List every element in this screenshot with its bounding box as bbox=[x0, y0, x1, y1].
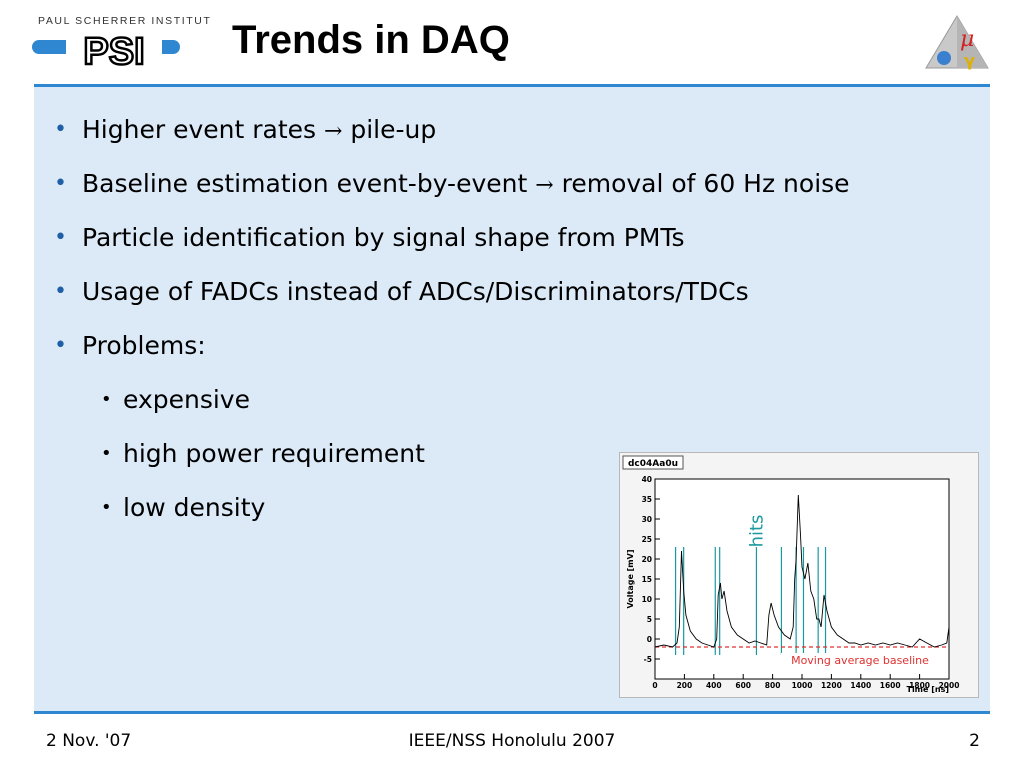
bullet-item: • Problems: bbox=[52, 328, 850, 382]
bullet-dot: • bbox=[101, 497, 112, 518]
sub-bullet-item: • low density bbox=[52, 490, 850, 544]
x-tick-label: 1000 bbox=[792, 681, 813, 690]
x-tick-label: 1800 bbox=[909, 681, 930, 690]
x-tick-label: 0 bbox=[652, 681, 657, 690]
bullet-dot: • bbox=[54, 279, 67, 304]
y-tick-label: 0 bbox=[647, 635, 652, 644]
x-tick-label: 800 bbox=[765, 681, 781, 690]
x-tick-label: 1400 bbox=[850, 681, 871, 690]
footer-conference: IEEE/NSS Honolulu 2007 bbox=[408, 731, 616, 751]
svg-text:γ: γ bbox=[964, 51, 975, 70]
arrow-icon: → bbox=[535, 173, 554, 198]
x-tick-label: 1600 bbox=[880, 681, 901, 690]
bullet-item: • Usage of FADCs instead of ADCs/Discrimi… bbox=[52, 274, 850, 328]
y-tick-label: -5 bbox=[644, 655, 652, 664]
y-tick-label: 5 bbox=[647, 615, 652, 624]
y-tick-label: 30 bbox=[642, 515, 652, 524]
sub-bullet-item: • high power requirement bbox=[52, 436, 850, 490]
chart-title: dc04Aa0u bbox=[628, 459, 678, 469]
psi-logo-mark: PSI bbox=[32, 31, 180, 71]
bullet-dot: • bbox=[54, 117, 67, 142]
baseline-label: Moving average baseline bbox=[791, 654, 929, 667]
bullet-dot: • bbox=[101, 389, 112, 410]
y-tick-label: 25 bbox=[642, 535, 652, 544]
bullet-list: • Higher event rates → pile-up • Baseline … bbox=[52, 112, 850, 544]
footer-page-number: 2 bbox=[969, 731, 980, 751]
svg-text:PSI: PSI bbox=[83, 31, 144, 71]
x-tick-label: 2000 bbox=[939, 681, 960, 690]
x-tick-label: 600 bbox=[735, 681, 751, 690]
bullet-item: • Particle identification by signal shape… bbox=[52, 220, 850, 274]
mu-prism-logo-icon: μ γ bbox=[925, 15, 989, 70]
bullet-dot: • bbox=[54, 333, 67, 358]
bullet-item: • Baseline estimation event-by-event → re… bbox=[52, 166, 850, 220]
x-tick-label: 400 bbox=[706, 681, 722, 690]
waveform-chart: dc04Aa0u 0 200 400 600 800 1000 1200 1400 1600 18… bbox=[622, 455, 960, 694]
plot-area bbox=[654, 478, 950, 680]
bullet-dot: • bbox=[54, 171, 67, 196]
arrow-icon: → bbox=[323, 119, 343, 144]
y-axis-label: Voltage [mV] bbox=[626, 550, 635, 609]
svg-text:μ: μ bbox=[960, 27, 974, 52]
hits-label: hits bbox=[746, 515, 767, 548]
x-tick-label: 200 bbox=[677, 681, 693, 690]
bullet-dot: • bbox=[101, 443, 112, 464]
x-tick-label: 1200 bbox=[821, 681, 842, 690]
bullet-item: • Higher event rates → pile-up bbox=[52, 112, 850, 166]
y-tick-label: 10 bbox=[642, 595, 652, 604]
y-tick-label: 20 bbox=[642, 555, 652, 564]
institute-name: PAUL SCHERRER INSTITUT bbox=[38, 15, 212, 27]
slide-title: Trends in DAQ bbox=[232, 18, 510, 62]
voltage-trace bbox=[654, 494, 950, 648]
x-axis-label: Time [ns] bbox=[906, 685, 949, 694]
bullet-dot: • bbox=[54, 225, 67, 250]
chart-title-box bbox=[622, 455, 684, 470]
sub-bullet-item: • expensive bbox=[52, 382, 850, 436]
y-tick-label: 35 bbox=[642, 495, 652, 504]
y-tick-label: 15 bbox=[642, 575, 652, 584]
y-tick-label: 40 bbox=[642, 475, 652, 484]
footer-date: 2 Nov. '07 bbox=[46, 731, 132, 751]
baseline-label-box bbox=[781, 653, 939, 667]
